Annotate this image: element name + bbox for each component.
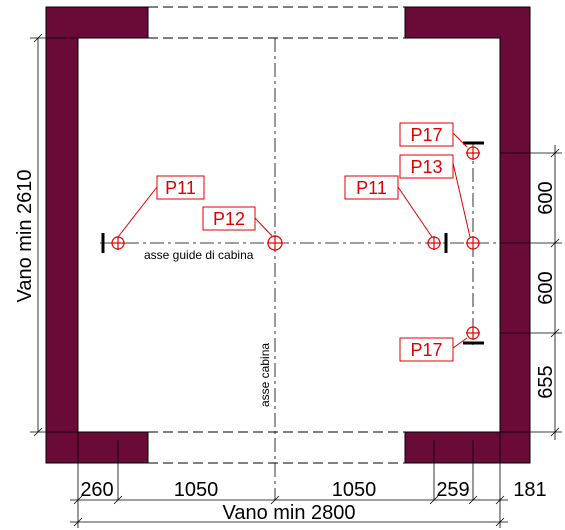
point-markers bbox=[111, 146, 480, 340]
shaft-outline bbox=[77, 6, 501, 464]
axis-lines bbox=[100, 38, 500, 500]
dim-259: 259 bbox=[436, 479, 469, 501]
label-box-p17-bottom bbox=[399, 337, 454, 362]
bottom-dimension-texts: 260 1050 1050 259 181 bbox=[80, 479, 546, 501]
label-p17-bottom: P17 bbox=[410, 340, 442, 360]
label-p11-left: P11 bbox=[165, 178, 196, 198]
label-box-p13 bbox=[399, 154, 454, 179]
label-p11-right: P11 bbox=[356, 178, 387, 198]
label-p13: P13 bbox=[410, 157, 442, 177]
label-box-p11-right bbox=[344, 175, 399, 200]
dim-260: 260 bbox=[80, 479, 113, 501]
marker-p17-top bbox=[466, 146, 480, 160]
dim-1050-left: 1050 bbox=[174, 479, 219, 501]
point-labels bbox=[156, 122, 454, 362]
guide-axis-annotation: asse guide di cabina bbox=[144, 248, 254, 262]
marker-p13 bbox=[466, 236, 480, 250]
label-box-p17-top bbox=[399, 122, 454, 147]
shaft-depth-label: Vano min 2610 bbox=[14, 169, 36, 302]
dimension-lines bbox=[33, 33, 560, 527]
dim-655: 655 bbox=[535, 365, 557, 398]
wall-right bbox=[404, 6, 531, 464]
dim-600-middle: 600 bbox=[535, 271, 557, 304]
marker-p17-bottom bbox=[466, 326, 480, 340]
marker-p12 bbox=[267, 235, 283, 251]
guide-rails bbox=[101, 141, 484, 345]
shaft-width-label: Vano min 2800 bbox=[222, 502, 355, 524]
label-p17-top: P17 bbox=[410, 125, 442, 145]
right-dimension-texts: 600 600 655 bbox=[535, 181, 557, 398]
marker-p11-left bbox=[111, 236, 125, 250]
dim-181: 181 bbox=[513, 479, 546, 501]
marker-p11-right bbox=[427, 236, 441, 250]
wall-left bbox=[45, 6, 149, 464]
point-label-texts: P11 P12 P11 P13 P17 P17 bbox=[165, 125, 442, 360]
leader-lines bbox=[117, 132, 471, 349]
dim-600-top: 600 bbox=[535, 181, 557, 214]
label-p12: P12 bbox=[213, 209, 245, 229]
shaft-walls bbox=[45, 6, 531, 464]
label-box-p12 bbox=[202, 206, 256, 231]
car-axis-annotation: asse cabina bbox=[258, 343, 272, 407]
label-box-p11-left bbox=[156, 175, 205, 200]
dim-1050-right: 1050 bbox=[332, 479, 377, 501]
